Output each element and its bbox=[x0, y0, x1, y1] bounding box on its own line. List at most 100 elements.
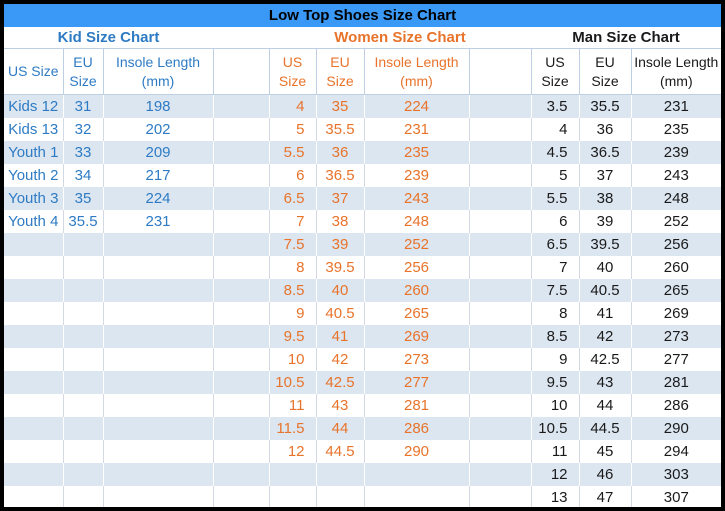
man-eu-cell: 37 bbox=[579, 164, 632, 187]
kid-insole-cell bbox=[103, 371, 213, 394]
women-us-cell: 12 bbox=[269, 440, 317, 463]
kid-insole-cell: 198 bbox=[103, 94, 213, 118]
kid-us-cell bbox=[4, 463, 63, 486]
kid-insole-cell: 224 bbox=[103, 187, 213, 210]
spacer-cell bbox=[213, 164, 270, 187]
spacer-cell bbox=[469, 371, 531, 394]
man-insole-cell: 243 bbox=[663, 167, 689, 184]
man-us-cell: 6.5 bbox=[531, 233, 579, 256]
women-us-cell: 4 bbox=[269, 94, 316, 118]
women-us-cell: 6 bbox=[269, 164, 317, 187]
kid-insole-cell bbox=[103, 486, 214, 507]
man-insole-cell: 273 bbox=[631, 325, 721, 348]
women-eu-cell: 36 bbox=[316, 141, 364, 164]
spacer-cell bbox=[469, 48, 532, 95]
women-eu-cell: 40.5 bbox=[316, 302, 365, 325]
spacer-cell bbox=[213, 48, 270, 95]
kid-us-cell bbox=[4, 371, 63, 394]
man-insole-cell: 239 bbox=[631, 141, 721, 164]
spacer-cell bbox=[213, 187, 269, 210]
man-us-cell: 7.5 bbox=[531, 279, 579, 302]
man-insole-cell: 281 bbox=[631, 371, 721, 394]
man-us-cell: 9 bbox=[531, 348, 580, 371]
women-eu-cell: 37 bbox=[316, 187, 364, 210]
kid-insole-cell bbox=[103, 325, 213, 348]
women-insole-cell: 243 bbox=[364, 187, 469, 210]
women-eu-cell bbox=[316, 463, 364, 486]
kid-us-cell bbox=[4, 348, 64, 371]
women-eu-cell: 35.5 bbox=[316, 118, 365, 141]
women-us-header: US Size bbox=[269, 48, 317, 95]
kid-insole-cell: 217 bbox=[103, 164, 214, 187]
header-line: Insole Length bbox=[374, 53, 459, 70]
kid-insole-cell: 231 bbox=[103, 210, 214, 233]
kid-us-cell: Youth 2 bbox=[4, 164, 64, 187]
man-insole-cell: 294 bbox=[663, 443, 689, 460]
women-eu-cell: 35 bbox=[316, 94, 364, 118]
spacer-cell bbox=[469, 210, 532, 233]
spacer-cell bbox=[213, 279, 269, 302]
kid-eu-cell: 34 bbox=[63, 164, 104, 187]
kid-us-cell bbox=[4, 394, 64, 417]
women-us-cell: 7.5 bbox=[269, 233, 316, 256]
kid-us-cell bbox=[4, 279, 63, 302]
women-section-title: Women Size Chart bbox=[269, 27, 531, 49]
women-us-cell: 5 bbox=[269, 118, 317, 141]
table-row: 9.5 41 269 8.5 42 273 bbox=[4, 325, 721, 348]
kid-eu-cell: 32 bbox=[63, 118, 104, 141]
spacer-cell bbox=[469, 118, 532, 141]
man-us-cell: 9.5 bbox=[531, 371, 579, 394]
spacer-cell bbox=[469, 463, 531, 486]
kid-eu-cell bbox=[63, 371, 103, 394]
kid-eu-cell bbox=[63, 348, 104, 371]
man-insole-cell: 265 bbox=[631, 279, 721, 302]
women-eu-cell: 44 bbox=[316, 417, 364, 440]
kid-us-cell: Kids 12 bbox=[4, 94, 63, 118]
spacer-cell bbox=[213, 233, 269, 256]
kid-eu-cell: 31 bbox=[63, 94, 103, 118]
header-line: Size bbox=[326, 72, 354, 89]
kid-us-cell: Kids 13 bbox=[4, 118, 64, 141]
header-line: Size bbox=[591, 72, 619, 89]
man-insole-cell: 235 bbox=[663, 121, 689, 138]
section-header-row: Kid Size Chart Women Size Chart Man Size… bbox=[4, 27, 721, 49]
kid-eu-cell bbox=[63, 233, 103, 256]
man-insole-cell: 290 bbox=[631, 417, 721, 440]
women-insole-header: Insole Length (mm) bbox=[364, 48, 470, 95]
kid-us-cell: Youth 4 bbox=[4, 210, 64, 233]
header-line: (mm) bbox=[141, 72, 175, 89]
kid-eu-cell bbox=[63, 440, 104, 463]
man-eu-cell: 45 bbox=[579, 440, 632, 463]
table-row: Youth 4 35.5 231 7 38 248 6 39 252 bbox=[4, 210, 721, 233]
kid-eu-cell: 35 bbox=[63, 187, 103, 210]
table-row: 11.5 44 286 10.5 44.5 290 bbox=[4, 417, 721, 440]
women-us-cell: 10.5 bbox=[269, 371, 316, 394]
women-insole-cell: 248 bbox=[364, 210, 470, 233]
women-eu-header: EU Size bbox=[316, 48, 365, 95]
man-eu-cell: 42.5 bbox=[579, 348, 632, 371]
spacer-cell bbox=[213, 256, 270, 279]
women-eu-cell: 38 bbox=[316, 210, 365, 233]
women-eu-cell bbox=[316, 486, 365, 507]
spacer-cell bbox=[469, 302, 532, 325]
kid-eu-cell bbox=[63, 417, 103, 440]
kid-eu-cell bbox=[63, 279, 103, 302]
kid-us-cell bbox=[4, 256, 64, 279]
kid-eu-cell bbox=[63, 486, 104, 507]
header-line: US Size bbox=[7, 63, 59, 79]
women-eu-cell: 41 bbox=[316, 325, 364, 348]
spacer-cell bbox=[213, 27, 269, 49]
man-eu-cell: 42 bbox=[579, 325, 631, 348]
header-line: US bbox=[545, 53, 565, 70]
kid-insole-cell bbox=[103, 233, 213, 256]
man-eu-header: EU Size bbox=[579, 48, 632, 95]
spacer-cell bbox=[469, 440, 532, 463]
table-row: 10 42 273 9 42.5 277 bbox=[4, 348, 721, 371]
spacer-cell bbox=[469, 348, 532, 371]
women-us-cell bbox=[269, 463, 316, 486]
women-eu-cell: 42.5 bbox=[316, 371, 364, 394]
women-insole-cell: 252 bbox=[364, 233, 469, 256]
table-row: Kids 13 32 202 5 35.5 231 4 36 235 bbox=[4, 118, 721, 141]
table-row: 10.5 42.5 277 9.5 43 281 bbox=[4, 371, 721, 394]
